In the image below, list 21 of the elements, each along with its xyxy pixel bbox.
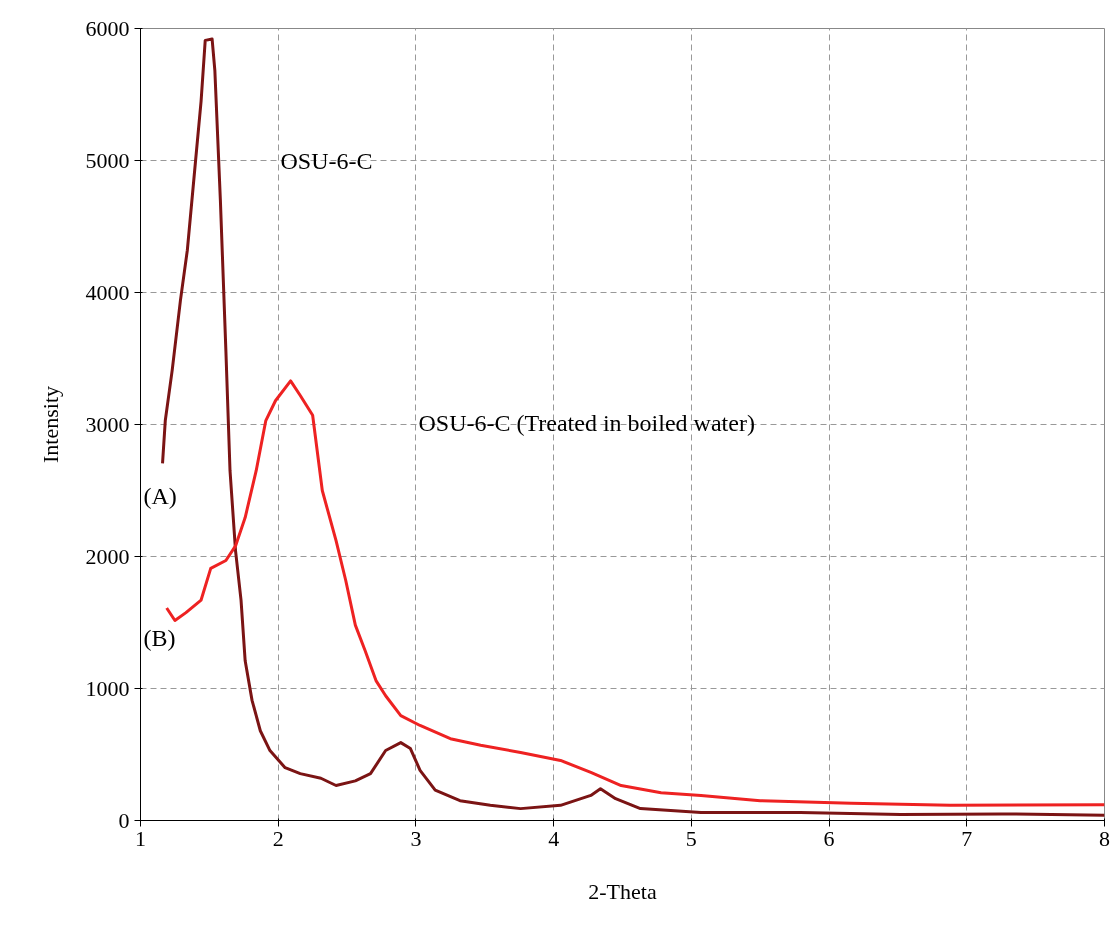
x-tick-label: 2 xyxy=(272,825,284,851)
y-tick-label: 4000 xyxy=(85,279,130,305)
y-tick-label: 3000 xyxy=(85,411,130,437)
annotation: OSU-6-C xyxy=(280,147,373,174)
x-tick-label: 6 xyxy=(823,825,835,851)
y-tick-label: 0 xyxy=(118,807,130,833)
y-axis-title: Intensity xyxy=(37,385,63,463)
x-tick-label: 1 xyxy=(135,825,146,851)
annotation: (A) xyxy=(143,482,177,509)
x-tick-label: 7 xyxy=(961,825,973,851)
x-tick-label: 3 xyxy=(410,825,422,851)
annotation: OSU-6-C (Treated in boiled water) xyxy=(418,409,755,436)
y-tick-label: 1000 xyxy=(85,675,130,701)
x-tick-label: 4 xyxy=(548,825,560,851)
x-tick-label: 5 xyxy=(685,825,697,851)
x-tick-label: 8 xyxy=(1099,825,1110,851)
annotation: (B) xyxy=(143,624,176,651)
y-tick-label: 5000 xyxy=(85,147,130,173)
y-tick-label: 2000 xyxy=(85,543,130,569)
y-tick-label: 6000 xyxy=(85,15,130,41)
x-axis-title: 2-Theta xyxy=(588,878,657,904)
